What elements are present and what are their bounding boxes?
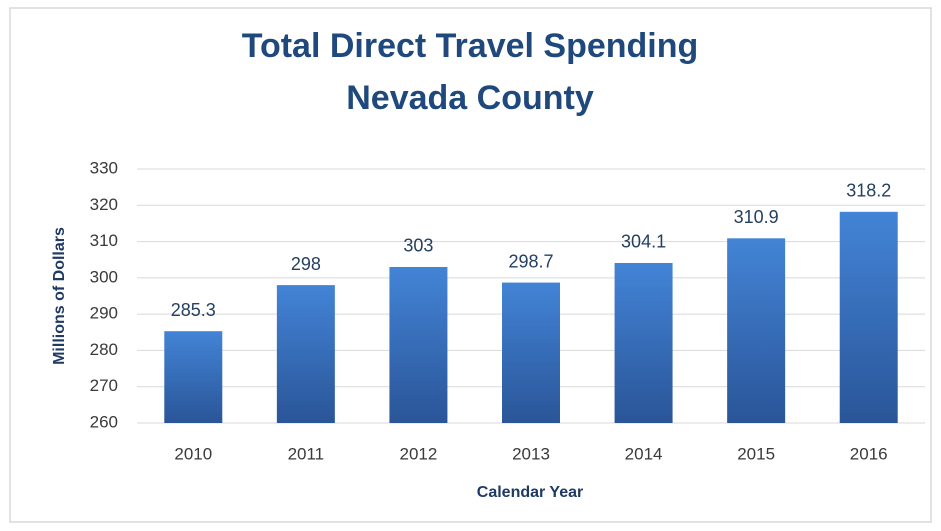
- y-tick-label: 330: [90, 158, 118, 177]
- y-tick-label: 300: [90, 267, 118, 286]
- x-tick-label: 2013: [512, 444, 550, 463]
- x-tick-label: 2011: [288, 444, 325, 463]
- y-tick-label: 280: [90, 340, 118, 359]
- x-tick-label: 2015: [737, 444, 775, 463]
- y-tick-label: 290: [90, 304, 118, 323]
- x-tick-label: 2012: [400, 444, 438, 463]
- bar: [164, 331, 223, 423]
- chart-title: Total Direct Travel Spending: [242, 27, 699, 65]
- x-tick-label: 2014: [625, 444, 663, 463]
- data-label: 303: [403, 236, 433, 256]
- y-tick-label: 310: [90, 231, 118, 250]
- y-tick-label: 320: [90, 195, 118, 214]
- x-tick-label: 2010: [174, 444, 212, 463]
- bar: [839, 211, 898, 423]
- y-tick-label: 260: [90, 412, 118, 431]
- data-label: 310.9: [734, 207, 779, 227]
- bar: [727, 238, 786, 423]
- data-label: 304.1: [621, 232, 666, 252]
- bar: [276, 285, 335, 423]
- bar: [389, 266, 448, 423]
- x-tick-label: 2016: [850, 444, 888, 463]
- data-label: 298: [291, 254, 321, 274]
- y-axis-title: Millions of Dollars: [51, 227, 68, 365]
- data-label: 318.2: [846, 181, 891, 201]
- data-label: 285.3: [171, 300, 216, 320]
- chart-title: Nevada County: [346, 79, 594, 117]
- bar: [502, 282, 560, 423]
- x-axis-title: Calendar Year: [477, 484, 583, 501]
- bar: [614, 262, 673, 423]
- y-tick-label: 270: [90, 376, 118, 395]
- data-label: 298.7: [508, 251, 553, 271]
